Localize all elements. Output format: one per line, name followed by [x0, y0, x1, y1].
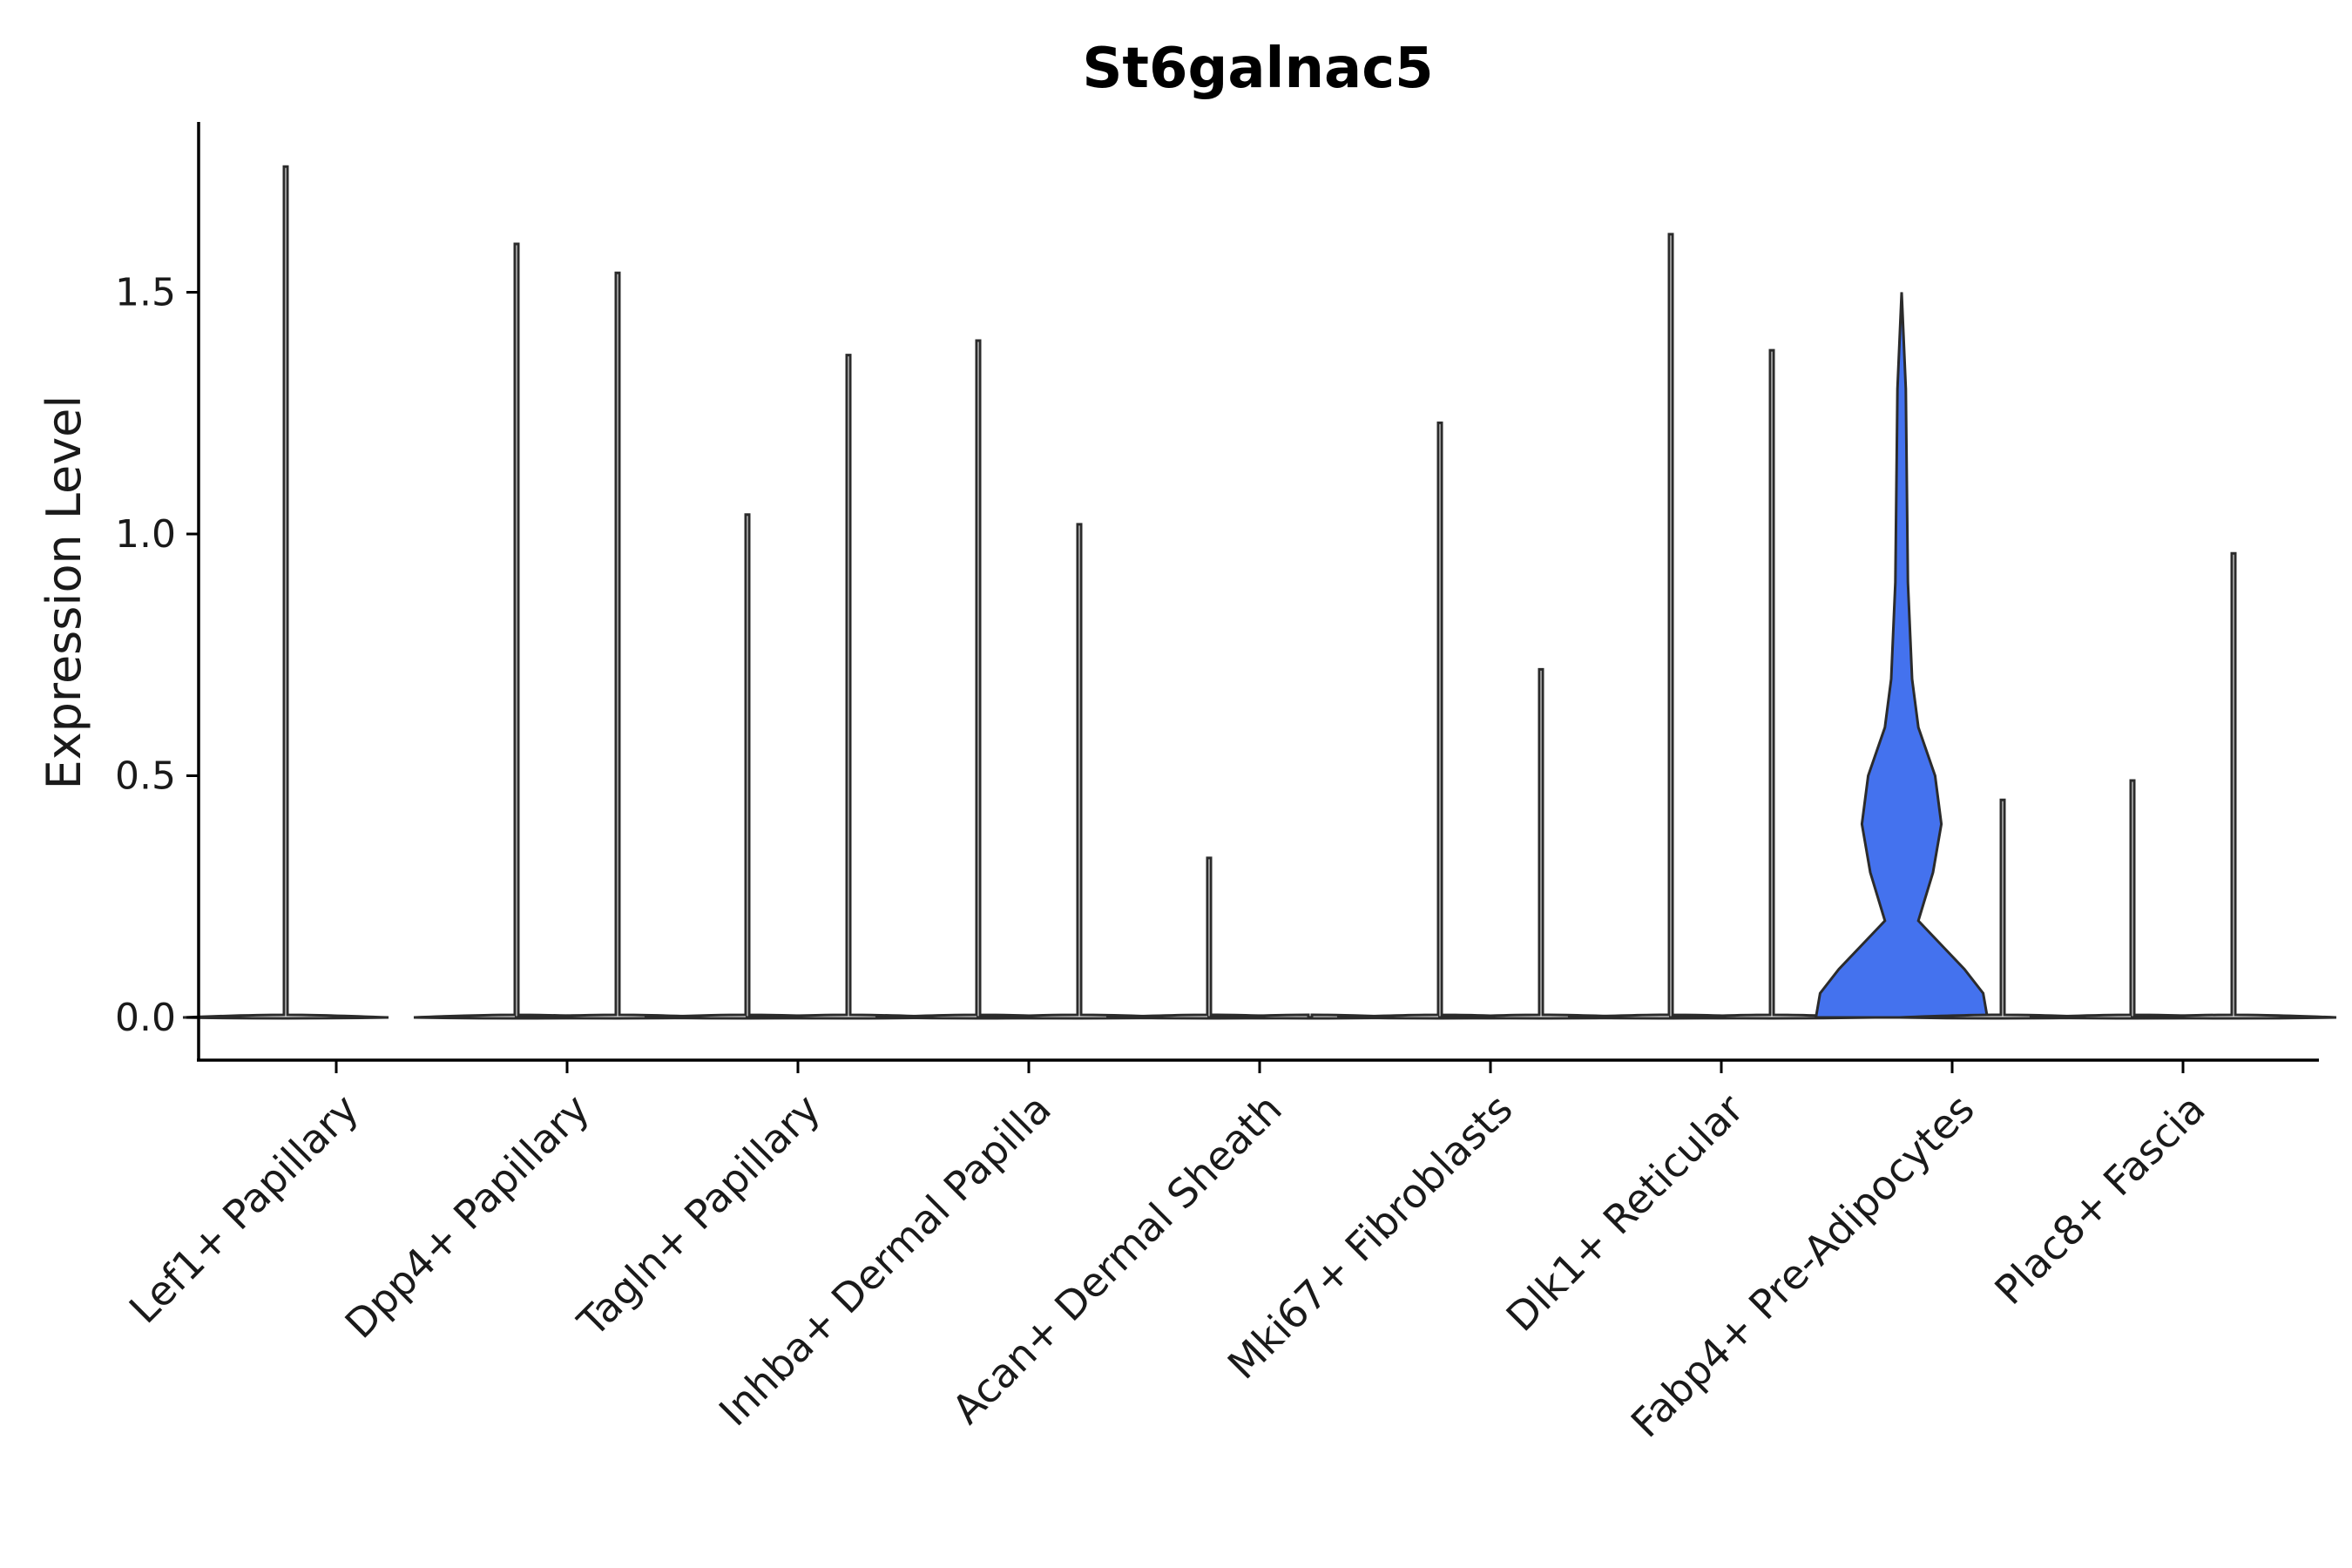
y-tick-label: 0.5	[115, 754, 176, 799]
violin-shape	[745, 354, 952, 1020]
y-axis-ticks: 0.0 0.5 1.0 1.5	[115, 271, 199, 1040]
plot-area	[182, 165, 2337, 1020]
violin-shape	[1437, 667, 1645, 1020]
y-axis-label: Expression Level	[37, 395, 91, 790]
violin-shape	[1105, 856, 1313, 1020]
violin-shape	[1567, 233, 1774, 1020]
y-tick-label: 1.0	[115, 512, 176, 557]
violin-shape	[875, 339, 1082, 1020]
violin-shape	[413, 242, 620, 1020]
x-tick-label: Plac8+ Fascia	[1985, 1085, 2213, 1314]
violin-shape	[976, 523, 1183, 1020]
y-tick-label: 1.5	[115, 271, 176, 315]
y-tick-label: 0.0	[115, 996, 176, 1040]
violin-shape	[182, 165, 389, 1020]
x-tick-label: Dpp4+ Papillary	[336, 1085, 598, 1348]
violin-shape	[1814, 292, 1990, 1019]
x-tick-label: Tagln+ Papillary	[568, 1085, 829, 1347]
violin-shape	[644, 513, 851, 1020]
violin-shape	[1336, 421, 1544, 1020]
chart-title: St6galnac5	[1082, 37, 1433, 101]
x-tick-label: Dlk1+ Reticular	[1497, 1085, 1753, 1341]
violin-shape	[2029, 779, 2236, 1020]
x-tick-label: Lef1+ Papillary	[120, 1085, 368, 1333]
violin-shape	[514, 271, 721, 1020]
violin-shape	[2130, 551, 2337, 1020]
violin-shape	[1668, 348, 1876, 1020]
